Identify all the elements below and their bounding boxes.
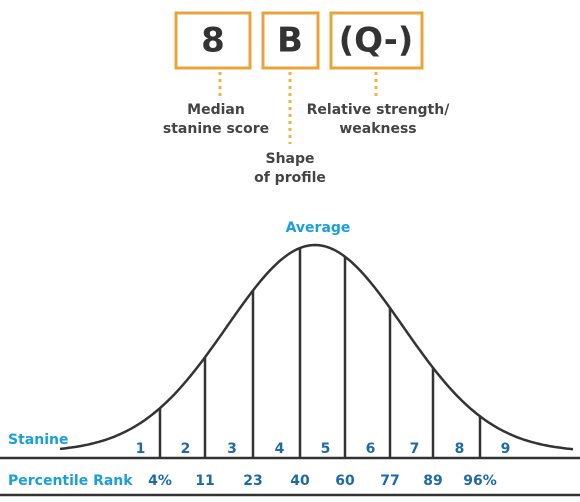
- stanine: 4: [275, 441, 285, 457]
- label: of profile: [254, 170, 326, 186]
- percentile: 23: [243, 473, 262, 489]
- label: weakness: [339, 121, 416, 137]
- percentile: 96%: [463, 473, 497, 489]
- code: 8: [201, 21, 225, 61]
- stanine: 5: [321, 441, 331, 457]
- code-box: [261, 11, 320, 70]
- percentile-label: Percentile Rank: [8, 473, 133, 489]
- divisions: 4% 11 23 40 60 77 89 96%1 2 3 4 5 6 7 8 9: [136, 247, 511, 489]
- label: Median: [187, 102, 245, 118]
- label: stanine score: [163, 121, 269, 137]
- percentile: 77: [380, 473, 399, 489]
- stanine: 7: [410, 441, 420, 457]
- stanine: 8: [455, 441, 465, 457]
- peak-label: Average: [286, 220, 351, 236]
- code-box: [174, 11, 252, 70]
- axis-label: Stanine: [8, 432, 68, 448]
- percentile: 11: [195, 473, 214, 489]
- stanine: 6: [366, 441, 376, 457]
- stanine: 2: [181, 441, 191, 457]
- percentile: 4%: [148, 473, 172, 489]
- stanine: 1: [136, 441, 146, 457]
- code: B: [277, 21, 303, 61]
- label: Shape: [265, 151, 314, 167]
- stanine: 9: [501, 441, 511, 457]
- code-box: [329, 11, 424, 70]
- percentile: 60: [335, 473, 355, 489]
- percentile: 40: [290, 473, 310, 489]
- stanine: 3: [227, 441, 237, 457]
- bell-curve: [59, 243, 574, 451]
- code: (Q-): [339, 21, 414, 61]
- percentile: 89: [423, 473, 442, 489]
- label: Relative strength/: [307, 102, 451, 118]
